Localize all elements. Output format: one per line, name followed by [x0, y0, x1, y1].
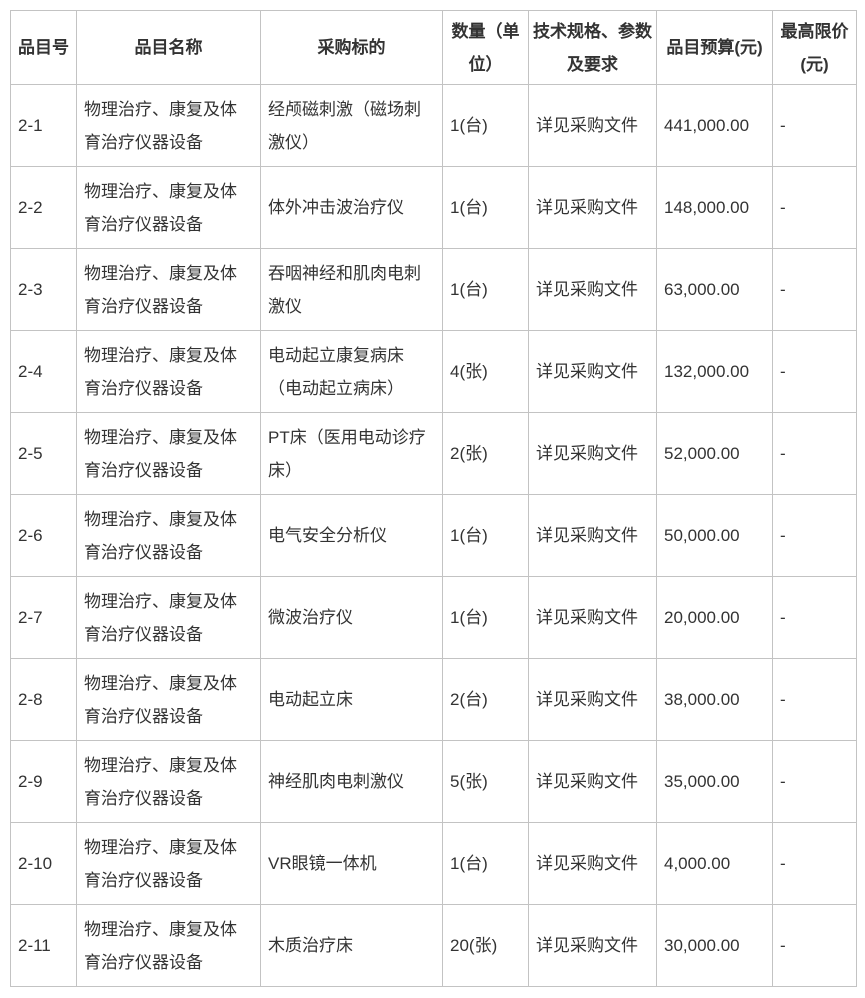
- cell-item-no: 2-4: [10, 330, 77, 413]
- cell-quantity: 1(台): [442, 576, 529, 659]
- cell-quantity: 1(台): [442, 84, 529, 167]
- cell-subject: 神经肌肉电刺激仪: [260, 740, 443, 823]
- table-row: 2-4 物理治疗、康复及体育治疗仪器设备 电动起立康复病床（电动起立病床） 4(张) 详…: [10, 330, 857, 413]
- cell-budget: 63,000.00: [656, 248, 773, 331]
- cell-subject: 吞咽神经和肌肉电刺激仪: [260, 248, 443, 331]
- cell-subject: 电气安全分析仪: [260, 494, 443, 577]
- cell-quantity: 1(台): [442, 166, 529, 249]
- cell-quantity: 4(张): [442, 330, 529, 413]
- cell-spec: 详见采购文件: [528, 658, 657, 741]
- table-row: 2-8 物理治疗、康复及体育治疗仪器设备 电动起立床 2(台) 详见采购文件 38,000…: [10, 658, 857, 741]
- cell-item-name: 物理治疗、康复及体育治疗仪器设备: [76, 330, 261, 413]
- cell-max-price: -: [772, 494, 857, 577]
- cell-item-name: 物理治疗、康复及体育治疗仪器设备: [76, 412, 261, 495]
- cell-item-name: 物理治疗、康复及体育治疗仪器设备: [76, 904, 261, 987]
- cell-spec: 详见采购文件: [528, 494, 657, 577]
- cell-max-price: -: [772, 84, 857, 167]
- cell-quantity: 20(张): [442, 904, 529, 987]
- cell-subject: 微波治疗仪: [260, 576, 443, 659]
- cell-budget: 132,000.00: [656, 330, 773, 413]
- cell-subject: 电动起立康复病床（电动起立病床）: [260, 330, 443, 413]
- cell-item-no: 2-5: [10, 412, 77, 495]
- cell-max-price: -: [772, 658, 857, 741]
- cell-subject: 经颅磁刺激（磁场刺激仪）: [260, 84, 443, 167]
- cell-item-no: 2-10: [10, 822, 77, 905]
- header-row: 品目号 品目名称 采购标的 数量（单位） 技术规格、参数及要求 品目预算(元) …: [10, 10, 857, 85]
- cell-spec: 详见采购文件: [528, 412, 657, 495]
- table-row: 2-5 物理治疗、康复及体育治疗仪器设备 PT床（医用电动诊疗床） 2(张) 详见采购文…: [10, 412, 857, 495]
- table-row: 2-1 物理治疗、康复及体育治疗仪器设备 经颅磁刺激（磁场刺激仪） 1(台) 详见采购文…: [10, 84, 857, 167]
- col-header-subject: 采购标的: [260, 10, 443, 85]
- procurement-table: 品目号 品目名称 采购标的 数量（单位） 技术规格、参数及要求 品目预算(元) …: [10, 10, 857, 987]
- cell-quantity: 5(张): [442, 740, 529, 823]
- cell-budget: 4,000.00: [656, 822, 773, 905]
- table-row: 2-10 物理治疗、康复及体育治疗仪器设备 VR眼镜一体机 1(台) 详见采购文件 4,0…: [10, 822, 857, 905]
- cell-subject: 电动起立床: [260, 658, 443, 741]
- cell-item-no: 2-6: [10, 494, 77, 577]
- cell-subject: 体外冲击波治疗仪: [260, 166, 443, 249]
- cell-quantity: 1(台): [442, 248, 529, 331]
- cell-max-price: -: [772, 576, 857, 659]
- cell-spec: 详见采购文件: [528, 166, 657, 249]
- cell-max-price: -: [772, 248, 857, 331]
- cell-budget: 30,000.00: [656, 904, 773, 987]
- cell-spec: 详见采购文件: [528, 248, 657, 331]
- cell-max-price: -: [772, 822, 857, 905]
- col-header-max-price: 最高限价(元): [772, 10, 857, 85]
- cell-item-name: 物理治疗、康复及体育治疗仪器设备: [76, 84, 261, 167]
- cell-max-price: -: [772, 412, 857, 495]
- cell-quantity: 1(台): [442, 822, 529, 905]
- cell-spec: 详见采购文件: [528, 904, 657, 987]
- cell-item-no: 2-2: [10, 166, 77, 249]
- col-header-spec: 技术规格、参数及要求: [528, 10, 657, 85]
- cell-max-price: -: [772, 904, 857, 987]
- col-header-item-no: 品目号: [10, 10, 77, 85]
- cell-item-name: 物理治疗、康复及体育治疗仪器设备: [76, 248, 261, 331]
- cell-quantity: 1(台): [442, 494, 529, 577]
- cell-item-no: 2-9: [10, 740, 77, 823]
- cell-item-name: 物理治疗、康复及体育治疗仪器设备: [76, 740, 261, 823]
- cell-item-no: 2-11: [10, 904, 77, 987]
- cell-spec: 详见采购文件: [528, 822, 657, 905]
- cell-spec: 详见采购文件: [528, 576, 657, 659]
- table-row: 2-9 物理治疗、康复及体育治疗仪器设备 神经肌肉电刺激仪 5(张) 详见采购文件 35,…: [10, 740, 857, 823]
- cell-subject: VR眼镜一体机: [260, 822, 443, 905]
- cell-subject: 木质治疗床: [260, 904, 443, 987]
- cell-budget: 20,000.00: [656, 576, 773, 659]
- cell-quantity: 2(台): [442, 658, 529, 741]
- cell-max-price: -: [772, 330, 857, 413]
- cell-max-price: -: [772, 166, 857, 249]
- col-header-quantity: 数量（单位）: [442, 10, 529, 85]
- col-header-item-name: 品目名称: [76, 10, 261, 85]
- cell-spec: 详见采购文件: [528, 330, 657, 413]
- cell-quantity: 2(张): [442, 412, 529, 495]
- cell-item-name: 物理治疗、康复及体育治疗仪器设备: [76, 658, 261, 741]
- cell-item-name: 物理治疗、康复及体育治疗仪器设备: [76, 576, 261, 659]
- cell-budget: 50,000.00: [656, 494, 773, 577]
- table-row: 2-3 物理治疗、康复及体育治疗仪器设备 吞咽神经和肌肉电刺激仪 1(台) 详见采购文件…: [10, 248, 857, 331]
- cell-budget: 38,000.00: [656, 658, 773, 741]
- table-row: 2-11 物理治疗、康复及体育治疗仪器设备 木质治疗床 20(张) 详见采购文件 30,0…: [10, 904, 857, 987]
- table-body: 2-1 物理治疗、康复及体育治疗仪器设备 经颅磁刺激（磁场刺激仪） 1(台) 详见采购文…: [10, 84, 857, 987]
- cell-budget: 441,000.00: [656, 84, 773, 167]
- cell-spec: 详见采购文件: [528, 84, 657, 167]
- cell-item-no: 2-7: [10, 576, 77, 659]
- cell-max-price: -: [772, 740, 857, 823]
- cell-item-no: 2-8: [10, 658, 77, 741]
- cell-item-name: 物理治疗、康复及体育治疗仪器设备: [76, 494, 261, 577]
- cell-budget: 35,000.00: [656, 740, 773, 823]
- cell-item-no: 2-1: [10, 84, 77, 167]
- table-row: 2-6 物理治疗、康复及体育治疗仪器设备 电气安全分析仪 1(台) 详见采购文件 50,0…: [10, 494, 857, 577]
- cell-item-name: 物理治疗、康复及体育治疗仪器设备: [76, 822, 261, 905]
- col-header-budget: 品目预算(元): [656, 10, 773, 85]
- cell-budget: 52,000.00: [656, 412, 773, 495]
- table-row: 2-7 物理治疗、康复及体育治疗仪器设备 微波治疗仪 1(台) 详见采购文件 20,000…: [10, 576, 857, 659]
- cell-spec: 详见采购文件: [528, 740, 657, 823]
- cell-budget: 148,000.00: [656, 166, 773, 249]
- cell-item-name: 物理治疗、康复及体育治疗仪器设备: [76, 166, 261, 249]
- table-row: 2-2 物理治疗、康复及体育治疗仪器设备 体外冲击波治疗仪 1(台) 详见采购文件 148…: [10, 166, 857, 249]
- cell-item-no: 2-3: [10, 248, 77, 331]
- cell-subject: PT床（医用电动诊疗床）: [260, 412, 443, 495]
